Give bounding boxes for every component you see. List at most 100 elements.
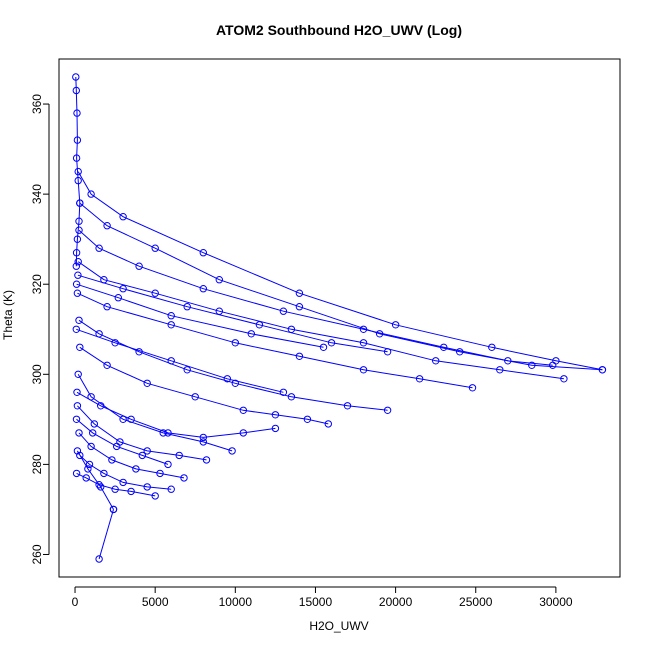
data-point [119,213,127,221]
data-point [164,460,172,469]
data-point [528,361,536,369]
data-point [228,447,236,455]
data-point [73,289,82,297]
trace-line-6 [78,319,388,411]
data-point [72,86,81,95]
data-point [73,447,82,455]
data-point [303,415,312,423]
data-point [343,402,352,410]
trace-line-4 [77,261,564,380]
trace-line-17 [76,328,284,393]
data-point [89,429,97,437]
data-point [97,483,105,491]
data-point [119,478,127,487]
trace-line-1 [77,171,603,371]
data-point [231,379,240,387]
data-point [167,357,175,365]
data-point [468,384,477,392]
data-point [199,285,208,293]
y-tick-label: 340 [30,184,44,204]
data-point [132,465,140,473]
data-point [90,420,99,428]
data-point [432,357,440,365]
data-point [76,199,84,207]
data-point [76,343,84,351]
data-point [127,415,135,423]
data-point [75,429,83,437]
data-point [215,276,224,284]
trace-line-19 [76,418,169,465]
data-point [549,361,557,369]
data-point [138,451,147,460]
data-point [359,366,368,374]
data-point [87,190,95,198]
trace-line-3 [78,229,553,366]
data-point [111,339,119,347]
data-point [119,285,127,293]
data-point [72,154,81,162]
x-tick-label: 25000 [459,595,493,609]
data-point [598,366,607,374]
data-point [560,375,568,383]
data-point [151,289,159,297]
data-layer [72,73,607,563]
data-point [143,483,151,491]
data-point [183,303,191,311]
data-point [488,343,496,351]
x-tick-label: 5000 [142,595,169,609]
data-point [327,339,336,347]
data-point [271,411,280,419]
data-point [504,357,512,365]
data-point [287,393,296,401]
data-point [103,303,111,311]
x-axis: 0 5000 10000 15000 20000 25000 30000 [72,586,573,609]
data-point [383,406,392,414]
chart-title: ATOM2 Southbound H2O_UWV (Log) [216,22,462,38]
trace-line-16 [77,274,388,353]
data-point [199,249,208,257]
data-point [143,447,151,455]
data-point [383,348,392,356]
data-point [72,325,81,333]
data-point [151,244,159,252]
data-point [167,485,175,493]
data-point [223,375,232,383]
x-tick-label: 15000 [299,595,333,609]
trace-line-9 [77,405,207,461]
data-point [151,492,159,500]
x-tick-label: 0 [72,595,79,609]
data-point [199,433,208,442]
data-point [82,474,90,482]
data-point [295,303,304,311]
data-point [103,361,111,369]
data-point [231,339,240,347]
data-point [496,366,504,374]
data-point [164,429,172,437]
data-point [279,388,288,396]
data-point [295,352,304,360]
data-point [271,424,280,433]
trace-line-12 [76,472,156,497]
data-point [239,429,248,437]
trace-line-14 [98,509,114,560]
data-point [167,312,175,320]
plot-frame [58,58,621,578]
trace-line-11 [79,455,172,490]
data-point [103,222,111,230]
data-point [72,249,81,257]
y-axis-label: Theta (K) [1,290,15,340]
data-point [74,167,82,176]
data-point [239,406,248,414]
data-point [84,465,92,473]
data-point [156,469,164,478]
data-point [75,217,83,225]
data-point [295,289,304,297]
data-point [108,456,116,464]
data-point [74,176,82,185]
data-point [202,456,211,464]
data-point [114,294,123,302]
data-point [95,244,103,252]
y-tick-label: 260 [30,544,44,564]
x-axis-label: H2O_UWV [309,619,368,633]
